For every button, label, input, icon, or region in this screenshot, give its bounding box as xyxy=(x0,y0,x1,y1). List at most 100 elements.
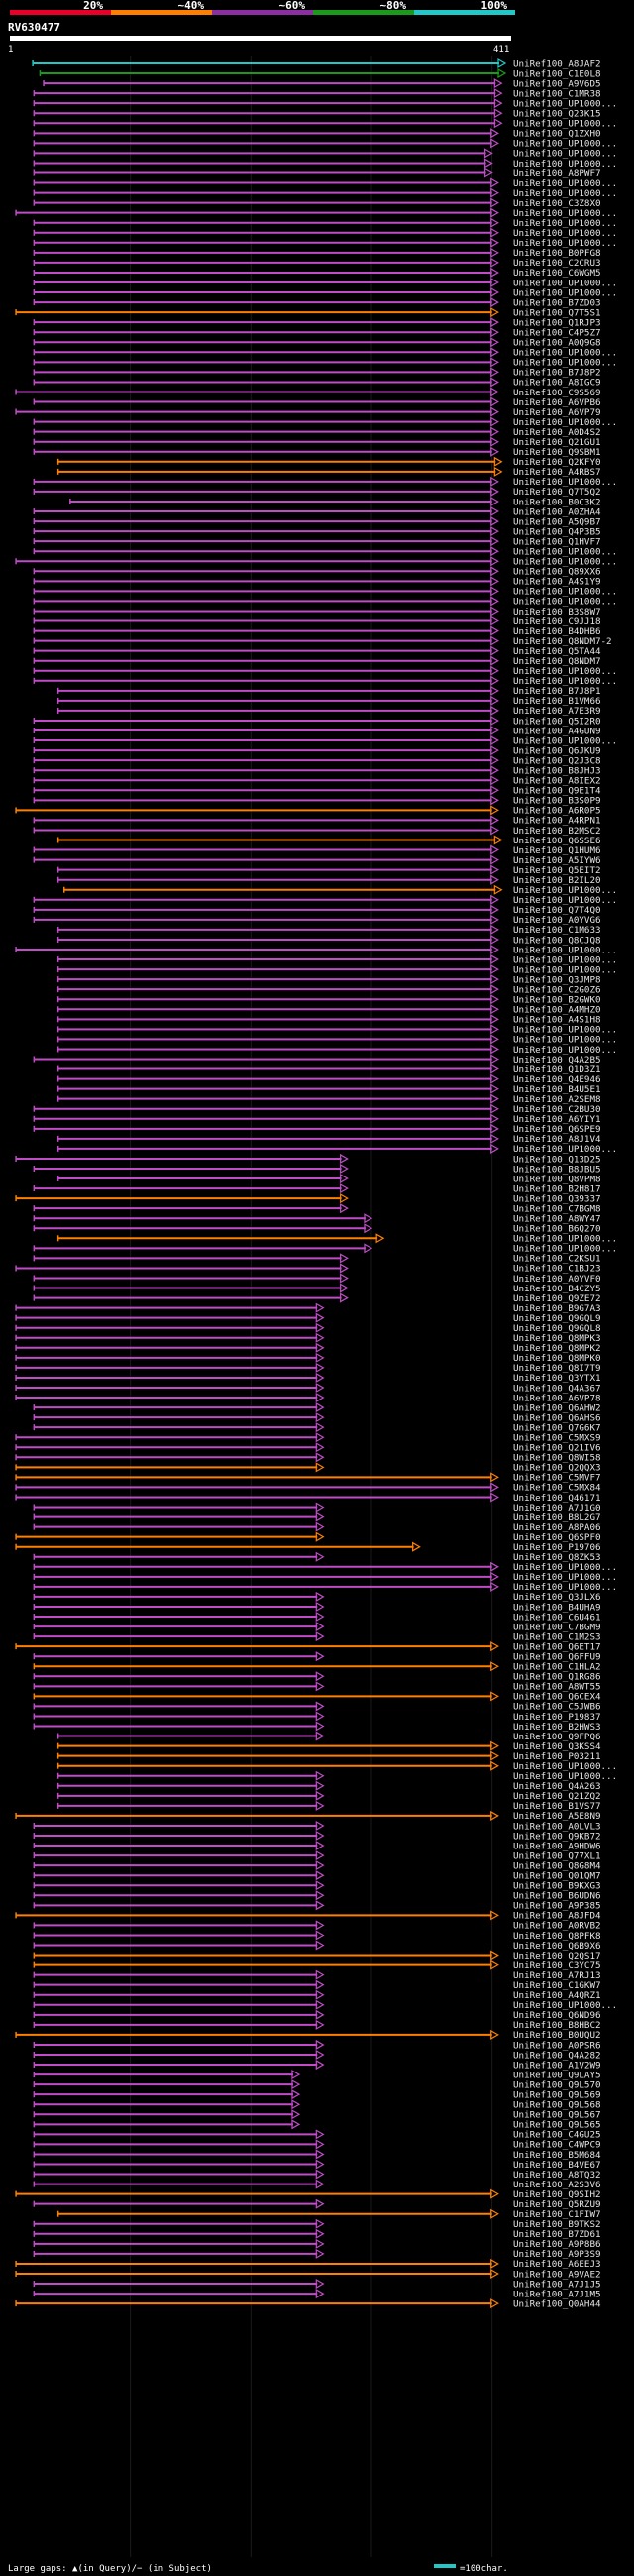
hit-row[interactable]: UniRef100_Q8VPM8 xyxy=(56,1174,601,1184)
hit-label[interactable]: UniRef100_Q5RZU9 xyxy=(513,2199,601,2210)
hit-row[interactable]: UniRef100_A7J1G0 xyxy=(33,1502,601,1513)
hit-label[interactable]: UniRef100_UP1000... xyxy=(513,597,617,608)
hit-row[interactable]: UniRef100_A8JFD4 xyxy=(15,1910,601,1922)
hit-label[interactable]: UniRef100_B8JHJ3 xyxy=(513,765,601,776)
hit-row[interactable]: UniRef100_Q6CEX4 xyxy=(33,1691,601,1703)
hit-label[interactable]: UniRef100_Q9L569 xyxy=(513,2089,601,2100)
hit-row[interactable]: UniRef100_B1VM66 xyxy=(56,695,601,707)
hit-row[interactable]: UniRef100_B1VS77 xyxy=(56,1800,601,1812)
hit-row[interactable]: UniRef100_A1V2W9 xyxy=(33,2060,601,2071)
hit-label[interactable]: UniRef100_C7BGM8 xyxy=(513,1203,601,1214)
hit-label[interactable]: UniRef100_UP1000... xyxy=(513,139,617,150)
hit-label[interactable]: UniRef100_B4DHB6 xyxy=(513,626,601,637)
hit-row[interactable]: UniRef100_UP1000... xyxy=(56,1044,617,1056)
hit-label[interactable]: UniRef100_UP1000... xyxy=(513,666,617,677)
hit-label[interactable]: UniRef100_UP1000... xyxy=(513,1761,617,1772)
hit-label[interactable]: UniRef100_C1FIW7 xyxy=(513,2209,601,2220)
hit-label[interactable]: UniRef100_B2HWS3 xyxy=(513,1722,601,1733)
hit-row[interactable]: UniRef100_A4S1H8 xyxy=(56,1014,601,1026)
hit-row[interactable]: UniRef100_C1FIW7 xyxy=(56,2208,601,2220)
hit-label[interactable]: UniRef100_A5Q9B7 xyxy=(513,516,601,527)
hit-label[interactable]: UniRef100_Q3YTX1 xyxy=(513,1373,601,1384)
hit-label[interactable]: UniRef100_A8JFD4 xyxy=(513,1911,601,1922)
hit-row[interactable]: UniRef100_C2G0Z6 xyxy=(56,984,601,995)
hit-row[interactable]: UniRef100_UP1000... xyxy=(33,894,617,906)
hit-label[interactable]: UniRef100_Q5TA44 xyxy=(513,646,601,657)
hit-row[interactable]: UniRef100_Q9LAY5 xyxy=(33,2070,601,2080)
hit-row[interactable]: UniRef100_Q1RG86 xyxy=(33,1671,601,1683)
hit-row[interactable]: UniRef100_Q8G8M4 xyxy=(33,1860,601,1871)
hit-label[interactable]: UniRef100_UP1000... xyxy=(513,1244,617,1255)
hit-label[interactable]: UniRef100_UP1000... xyxy=(513,98,617,109)
hit-label[interactable]: UniRef100_UP1000... xyxy=(513,547,617,558)
hit-row[interactable]: UniRef100_A2S3V6 xyxy=(33,2179,601,2190)
hit-label[interactable]: UniRef100_Q2KFY0 xyxy=(513,457,601,468)
hit-label[interactable]: UniRef100_UP1000... xyxy=(513,178,617,189)
hit-label[interactable]: UniRef100_Q8NDM7-2 xyxy=(513,636,612,647)
hit-label[interactable]: UniRef100_Q6B9X6 xyxy=(513,1941,601,1952)
hit-label[interactable]: UniRef100_UP1000... xyxy=(513,188,617,199)
hit-row[interactable]: UniRef100_Q21GU1 xyxy=(33,436,601,448)
hit-row[interactable]: UniRef100_UP1000... xyxy=(56,954,617,965)
hit-row[interactable]: UniRef100_A6EEJ3 xyxy=(15,2258,601,2270)
hit-row[interactable]: UniRef100_B8L2G7 xyxy=(33,1512,601,1523)
hit-row[interactable]: UniRef100_Q7G6K7 xyxy=(33,1422,601,1433)
hit-row[interactable]: UniRef100_B7J8P2 xyxy=(33,367,601,379)
hit-label[interactable]: UniRef100_A4GUN9 xyxy=(513,726,601,736)
hit-label[interactable]: UniRef100_B9G7A3 xyxy=(513,1303,601,1314)
hit-label[interactable]: UniRef100_B5M684 xyxy=(513,2150,601,2161)
hit-row[interactable]: UniRef100_A9P385 xyxy=(33,1900,601,1912)
hit-row[interactable]: UniRef100_Q9FPQ6 xyxy=(56,1731,601,1742)
hit-label[interactable]: UniRef100_C5MX84 xyxy=(513,1483,601,1494)
hit-row[interactable]: UniRef100_UP1000... xyxy=(56,1233,617,1245)
hit-label[interactable]: UniRef100_Q5I2R0 xyxy=(513,716,601,727)
hit-row[interactable]: UniRef100_B6UDN6 xyxy=(33,1890,601,1902)
hit-row[interactable]: UniRef100_Q6SPF0 xyxy=(15,1531,601,1543)
hit-row[interactable]: UniRef100_Q8NDM7 xyxy=(33,655,601,667)
hit-row[interactable]: UniRef100_Q7T5S1 xyxy=(15,307,601,318)
hit-label[interactable]: UniRef100_Q21ZQ2 xyxy=(513,1791,601,1802)
hit-label[interactable]: UniRef100_UP1000... xyxy=(513,735,617,746)
hit-label[interactable]: UniRef100_Q7G6K7 xyxy=(513,1422,601,1433)
hit-row[interactable]: UniRef100_Q6B9X6 xyxy=(33,1940,601,1952)
hit-label[interactable]: UniRef100_B8HBC2 xyxy=(513,2020,601,2031)
hit-label[interactable]: UniRef100_UP1000... xyxy=(513,1025,617,1036)
hit-row[interactable]: UniRef100_A5Q9B7 xyxy=(33,516,601,527)
hit-label[interactable]: UniRef100_Q1HVF7 xyxy=(513,536,601,547)
hit-row[interactable]: UniRef100_Q6AHW2 xyxy=(33,1402,601,1413)
hit-row[interactable]: UniRef100_Q9L567 xyxy=(33,2109,601,2121)
hit-row[interactable]: UniRef100_Q9SIH2 xyxy=(15,2188,601,2200)
hit-label[interactable]: UniRef100_UP1000... xyxy=(513,1562,617,1573)
hit-label[interactable]: UniRef100_Q4P3B5 xyxy=(513,526,601,537)
hit-label[interactable]: UniRef100_A8TQ32 xyxy=(513,2170,601,2181)
hit-label[interactable]: UniRef100_A6YIY1 xyxy=(513,1114,601,1125)
hit-row[interactable]: UniRef100_B0C3K2 xyxy=(69,496,601,507)
hit-label[interactable]: UniRef100_Q3JLX6 xyxy=(513,1592,601,1603)
hit-row[interactable]: UniRef100_B2IL20 xyxy=(56,874,601,886)
hit-label[interactable]: UniRef100_Q2QQX3 xyxy=(513,1463,601,1474)
hit-label[interactable]: UniRef100_Q6CEX4 xyxy=(513,1692,601,1703)
hit-row[interactable]: UniRef100_Q21ZQ2 xyxy=(56,1790,601,1802)
hit-row[interactable]: UniRef100_Q7T5Q2 xyxy=(33,486,601,498)
hit-row[interactable]: UniRef100_C2CRU3 xyxy=(33,257,601,269)
hit-row[interactable]: UniRef100_A2SEM8 xyxy=(56,1093,601,1105)
hit-row[interactable]: UniRef100_UP1000... xyxy=(33,177,617,189)
hit-label[interactable]: UniRef100_A8JAF2 xyxy=(513,58,601,69)
hit-label[interactable]: UniRef100_Q4E946 xyxy=(513,1074,601,1085)
hit-label[interactable]: UniRef100_UP1000... xyxy=(513,287,617,298)
hit-row[interactable]: UniRef100_Q89XX6 xyxy=(33,566,601,578)
hit-row[interactable]: UniRef100_B3S0P9 xyxy=(33,795,601,807)
hit-row[interactable]: UniRef100_A8WT55 xyxy=(33,1681,601,1693)
hit-row[interactable]: UniRef100_Q9SBM1 xyxy=(33,446,601,458)
hit-label[interactable]: UniRef100_A5IYW6 xyxy=(513,855,601,866)
hit-row[interactable]: UniRef100_B4UHA9 xyxy=(33,1601,601,1613)
hit-label[interactable]: UniRef100_C9S569 xyxy=(513,388,601,398)
hit-row[interactable]: UniRef100_C6WGM5 xyxy=(33,267,601,279)
hit-label[interactable]: UniRef100_Q4A282 xyxy=(513,2050,601,2061)
hit-label[interactable]: UniRef100_Q9FPQ6 xyxy=(513,1732,601,1742)
hit-label[interactable]: UniRef100_B8L2G7 xyxy=(513,1512,601,1523)
hit-label[interactable]: UniRef100_Q8MPK2 xyxy=(513,1343,601,1354)
hit-row[interactable]: UniRef100_UP1000... xyxy=(56,1760,617,1772)
hit-row[interactable]: UniRef100_Q3YTX1 xyxy=(15,1372,601,1384)
hit-row[interactable]: UniRef100_UP1000... xyxy=(56,1034,617,1046)
